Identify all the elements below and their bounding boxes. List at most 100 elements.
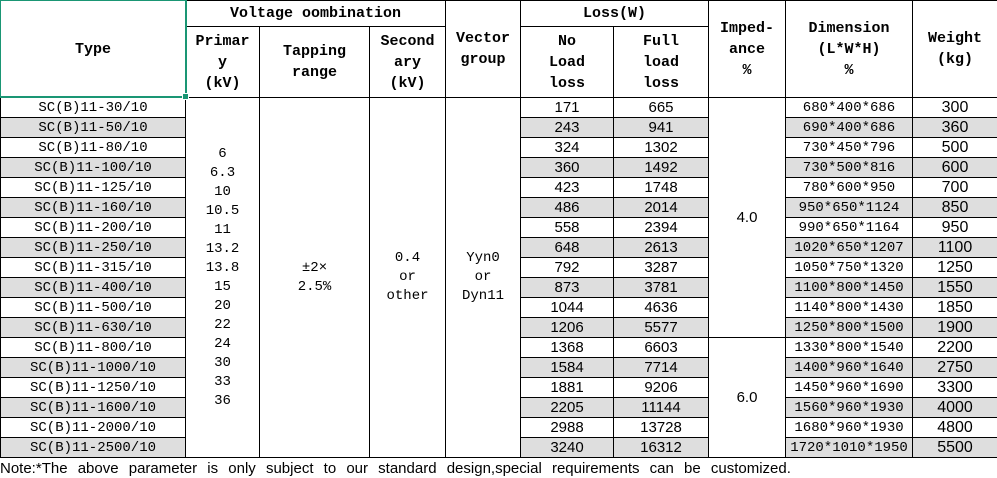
no-load-loss-cell[interactable]: 2205 (520, 397, 614, 418)
type-cell[interactable]: SC(B)11-400/10 (0, 277, 186, 298)
dimension-cell[interactable]: 1450*960*1690 (785, 377, 914, 398)
no-load-loss-cell[interactable]: 2988 (520, 417, 614, 438)
col-header-dimension[interactable]: Dimension (L*W*H) % (785, 0, 914, 98)
type-cell[interactable]: SC(B)11-800/10 (0, 337, 186, 358)
impedance-cell[interactable]: 6.0 (708, 337, 787, 458)
col-header-weight[interactable]: Weight (kg) (912, 0, 997, 98)
col-header-tapping-range[interactable]: Tapping range (259, 26, 370, 98)
full-load-loss-cell[interactable]: 9206 (612, 377, 710, 398)
type-cell[interactable]: SC(B)11-315/10 (0, 257, 186, 278)
full-load-loss-cell[interactable]: 11144 (612, 397, 710, 418)
no-load-loss-cell[interactable]: 648 (520, 237, 614, 258)
col-header-type[interactable]: Type (0, 0, 186, 98)
no-load-loss-cell[interactable]: 171 (520, 97, 614, 118)
dimension-cell[interactable]: 1140*800*1430 (785, 297, 914, 318)
weight-cell[interactable]: 1900 (912, 317, 997, 338)
full-load-loss-cell[interactable]: 2394 (612, 217, 710, 238)
full-load-loss-cell[interactable]: 13728 (612, 417, 710, 438)
dimension-cell[interactable]: 680*400*686 (785, 97, 914, 118)
dimension-cell[interactable]: 1250*800*1500 (785, 317, 914, 338)
dimension-cell[interactable]: 990*650*1164 (785, 217, 914, 238)
full-load-loss-cell[interactable]: 1492 (612, 157, 710, 178)
no-load-loss-cell[interactable]: 1881 (520, 377, 614, 398)
col-header-primary-kv[interactable]: Primar y (kV) (185, 26, 260, 98)
type-cell[interactable]: SC(B)11-125/10 (0, 177, 186, 198)
col-header-impedance[interactable]: Imped- ance % (708, 0, 787, 98)
type-cell[interactable]: SC(B)11-80/10 (0, 137, 186, 158)
weight-cell[interactable]: 360 (912, 117, 997, 138)
no-load-loss-cell[interactable]: 1584 (520, 357, 614, 378)
full-load-loss-cell[interactable]: 1748 (612, 177, 710, 198)
vector-group-cell[interactable]: Yyn0 or Dyn11 (445, 97, 521, 458)
no-load-loss-cell[interactable]: 1044 (520, 297, 614, 318)
full-load-loss-cell[interactable]: 16312 (612, 437, 710, 458)
dimension-cell[interactable]: 1330*800*1540 (785, 337, 914, 358)
full-load-loss-cell[interactable]: 6603 (612, 337, 710, 358)
type-cell[interactable]: SC(B)11-2500/10 (0, 437, 186, 458)
full-load-loss-cell[interactable]: 5577 (612, 317, 710, 338)
weight-cell[interactable]: 950 (912, 217, 997, 238)
full-load-loss-cell[interactable]: 7714 (612, 357, 710, 378)
weight-cell[interactable]: 4000 (912, 397, 997, 418)
col-header-vector-group[interactable]: Vector group (445, 0, 521, 98)
secondary-kv-cell[interactable]: 0.4 or other (369, 97, 446, 458)
full-load-loss-cell[interactable]: 3287 (612, 257, 710, 278)
full-load-loss-cell[interactable]: 2613 (612, 237, 710, 258)
type-cell[interactable]: SC(B)11-1000/10 (0, 357, 186, 378)
dimension-cell[interactable]: 780*600*950 (785, 177, 914, 198)
type-cell[interactable]: SC(B)11-630/10 (0, 317, 186, 338)
full-load-loss-cell[interactable]: 941 (612, 117, 710, 138)
dimension-cell[interactable]: 950*650*1124 (785, 197, 914, 218)
col-header-full-load-loss[interactable]: Full load loss (612, 26, 710, 98)
no-load-loss-cell[interactable]: 3240 (520, 437, 614, 458)
col-header-voltage-combination[interactable]: Voltage oombination (185, 0, 446, 27)
no-load-loss-cell[interactable]: 792 (520, 257, 614, 278)
dimension-cell[interactable]: 1680*960*1930 (785, 417, 914, 438)
full-load-loss-cell[interactable]: 2014 (612, 197, 710, 218)
type-cell[interactable]: SC(B)11-500/10 (0, 297, 186, 318)
no-load-loss-cell[interactable]: 324 (520, 137, 614, 158)
full-load-loss-cell[interactable]: 4636 (612, 297, 710, 318)
col-header-secondary-kv[interactable]: Second ary (kV) (369, 26, 446, 98)
type-cell[interactable]: SC(B)11-100/10 (0, 157, 186, 178)
no-load-loss-cell[interactable]: 558 (520, 217, 614, 238)
type-cell[interactable]: SC(B)11-250/10 (0, 237, 186, 258)
primary-kv-cell[interactable]: 6 6.3 10 10.5 11 13.2 13.8 15 20 22 24 3… (185, 97, 260, 458)
dimension-cell[interactable]: 1560*960*1930 (785, 397, 914, 418)
weight-cell[interactable]: 1550 (912, 277, 997, 298)
dimension-cell[interactable]: 1050*750*1320 (785, 257, 914, 278)
full-load-loss-cell[interactable]: 3781 (612, 277, 710, 298)
weight-cell[interactable]: 1250 (912, 257, 997, 278)
dimension-cell[interactable]: 1720*1010*1950 (785, 437, 914, 458)
weight-cell[interactable]: 2200 (912, 337, 997, 358)
dimension-cell[interactable]: 1100*800*1450 (785, 277, 914, 298)
no-load-loss-cell[interactable]: 873 (520, 277, 614, 298)
weight-cell[interactable]: 300 (912, 97, 997, 118)
full-load-loss-cell[interactable]: 1302 (612, 137, 710, 158)
no-load-loss-cell[interactable]: 360 (520, 157, 614, 178)
type-cell[interactable]: SC(B)11-1250/10 (0, 377, 186, 398)
type-cell[interactable]: SC(B)11-50/10 (0, 117, 186, 138)
dimension-cell[interactable]: 730*450*796 (785, 137, 914, 158)
weight-cell[interactable]: 2750 (912, 357, 997, 378)
weight-cell[interactable]: 600 (912, 157, 997, 178)
dimension-cell[interactable]: 730*500*816 (785, 157, 914, 178)
col-header-no-load-loss[interactable]: No Load loss (520, 26, 614, 98)
impedance-cell[interactable]: 4.0 (708, 97, 787, 338)
weight-cell[interactable]: 3300 (912, 377, 997, 398)
weight-cell[interactable]: 5500 (912, 437, 997, 458)
col-header-loss[interactable]: Loss(W) (519, 0, 710, 27)
type-cell[interactable]: SC(B)11-200/10 (0, 217, 186, 238)
type-cell[interactable]: SC(B)11-160/10 (0, 197, 186, 218)
weight-cell[interactable]: 500 (912, 137, 997, 158)
no-load-loss-cell[interactable]: 486 (520, 197, 614, 218)
weight-cell[interactable]: 850 (912, 197, 997, 218)
dimension-cell[interactable]: 690*400*686 (785, 117, 914, 138)
no-load-loss-cell[interactable]: 1368 (520, 337, 614, 358)
weight-cell[interactable]: 1850 (912, 297, 997, 318)
type-cell[interactable]: SC(B)11-1600/10 (0, 397, 186, 418)
no-load-loss-cell[interactable]: 1206 (520, 317, 614, 338)
type-cell[interactable]: SC(B)11-2000/10 (0, 417, 186, 438)
weight-cell[interactable]: 700 (912, 177, 997, 198)
weight-cell[interactable]: 1100 (912, 237, 997, 258)
